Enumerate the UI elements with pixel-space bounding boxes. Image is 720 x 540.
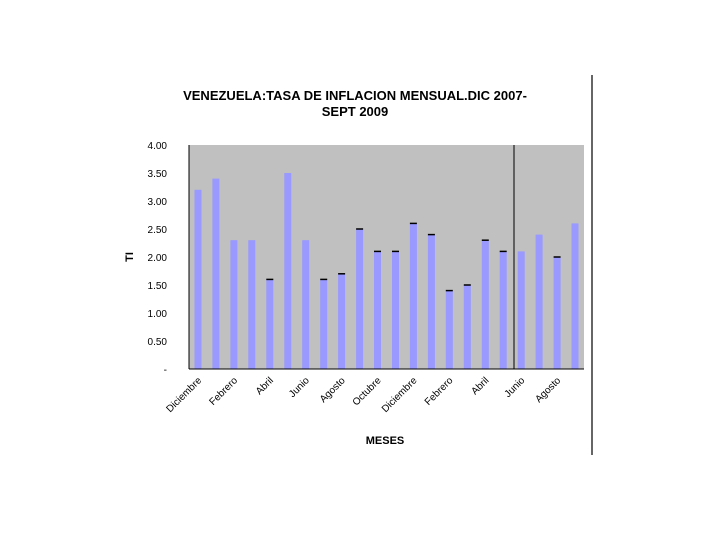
x-axis-title: MESES	[366, 435, 405, 447]
y-tick-label: 2.50	[148, 225, 168, 236]
y-tick-label: 3.50	[148, 169, 168, 180]
bar-17	[481, 240, 489, 369]
bar-10	[356, 229, 364, 369]
x-tick-label: Junio	[287, 375, 312, 400]
x-tick-label: Junio	[503, 375, 528, 400]
bar-1	[194, 189, 202, 369]
x-tick-label: Agosto	[318, 375, 348, 405]
bar-2	[212, 178, 220, 369]
bar-9	[338, 273, 346, 369]
y-tick-label: 1.50	[148, 281, 168, 292]
bar-14	[427, 234, 435, 369]
bar-15	[445, 290, 453, 369]
bar-16	[463, 285, 471, 369]
y-tick-labels: - 0.50 1.00 1.50 2.00 2.50 3.00 3.50 4.00	[148, 141, 168, 376]
x-tick-label: Agosto	[533, 375, 563, 405]
bar-19	[517, 251, 525, 369]
x-tick-labels: Diciembre Febrero Abril Junio Agosto OctubreD…	[165, 375, 564, 415]
y-tick-label: 1.00	[148, 309, 168, 320]
bar-22	[571, 223, 579, 369]
x-tick-label: Diciembre	[165, 375, 205, 415]
bar-5	[266, 279, 274, 369]
bar-18	[499, 251, 507, 369]
bar-11	[374, 251, 381, 369]
y-tick-label: 2.00	[148, 253, 168, 264]
plot-area	[189, 145, 584, 369]
y-tick-label: 4.00	[148, 141, 168, 152]
bar-21	[553, 257, 561, 369]
x-tick-label: Febrero	[207, 375, 240, 408]
bar-8	[320, 279, 328, 369]
chart-title-line1: VENEZUELA:TASA DE INFLACION MENSUAL.DIC …	[183, 88, 527, 103]
bar-12	[392, 251, 399, 369]
bar-7	[302, 240, 310, 369]
x-tick-label: Octubre	[351, 375, 384, 408]
bar-4	[248, 240, 256, 369]
bar-6	[284, 173, 292, 369]
x-tick-label: Abril	[254, 375, 276, 397]
bar-3	[230, 240, 238, 369]
x-tick-label: Abril	[469, 375, 491, 397]
y-tick-label: -	[164, 365, 167, 376]
bars	[194, 173, 579, 369]
x-tick-label: Febrero	[423, 375, 456, 408]
chart-title-line2: SEPT 2009	[322, 104, 389, 119]
y-tick-label: 0.50	[148, 337, 168, 348]
bar-13	[409, 223, 417, 369]
y-axis-title: TI	[124, 252, 136, 262]
x-tick-label: Diciembre	[380, 375, 420, 415]
y-tick-label: 3.00	[148, 197, 168, 208]
bar-20	[535, 234, 543, 369]
